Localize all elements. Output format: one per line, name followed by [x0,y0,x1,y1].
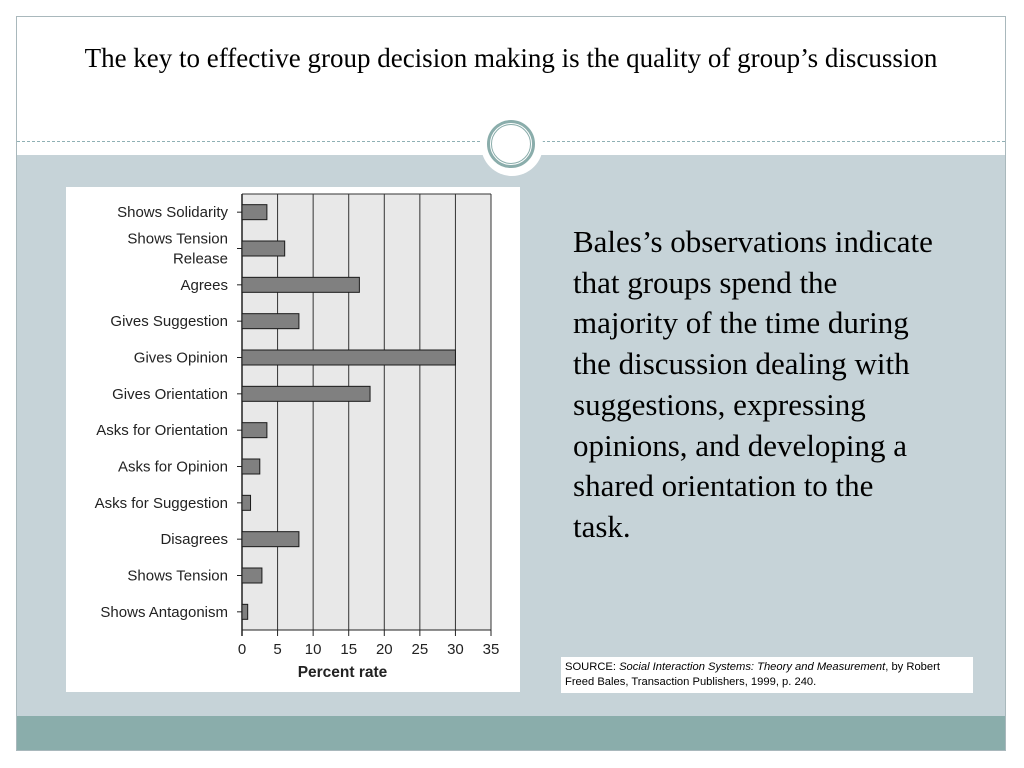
category-label: Shows Tension [127,231,228,248]
plot-background [242,194,491,630]
bar [241,422,268,439]
x-tick-label: 10 [305,641,322,658]
bar [241,567,263,584]
category-label: Disagrees [160,531,228,548]
x-tick-label: 25 [412,641,429,658]
source-work-title: Social Interaction Systems: Theory and M… [619,661,886,673]
bar [241,276,360,293]
category-label: Shows Solidarity [117,204,228,221]
category-label: Asks for Orientation [96,422,228,439]
bar-chart-svg: Shows Solidarity Shows Tension Release Agre… [95,193,500,681]
bar [241,458,261,475]
bar [241,313,300,330]
source-prefix: SOURCE: [565,661,620,673]
x-tick-label: 5 [273,641,281,658]
bar-chart: Shows Solidarity Shows Tension Release Agre… [66,187,520,692]
category-label: Shows Tension [127,568,228,585]
bar [241,349,456,366]
source-details: , by Robert Freed Bales, Transaction Pub… [565,661,940,688]
x-tick-label: 0 [238,641,246,658]
category-label: Asks for Opinion [118,459,228,476]
explanation-paragraph: Bales’s observations indicate that group… [573,224,933,544]
category-label: Gives Orientation [112,386,228,403]
bar [241,385,371,402]
category-label: Asks for Suggestion [95,495,228,512]
source-citation: SOURCE: Social Interaction Systems: Theo… [561,657,973,693]
x-axis-title: Percent rate [298,664,388,681]
x-tick-label: 35 [483,641,500,658]
x-tick-label: 30 [447,641,464,658]
x-tick-label: 15 [340,641,357,658]
bar [241,240,286,257]
bar [241,494,252,511]
footer-band [17,716,1005,750]
category-label: Shows Antagonism [100,604,228,621]
bar [241,204,268,221]
category-label: Agrees [180,277,228,294]
bar [241,603,249,620]
x-tick-label: 20 [376,641,393,658]
category-label: Gives Opinion [134,350,228,367]
slide-title: The key to effective group decision maki… [84,43,938,73]
bar [241,531,300,548]
category-label: Release [173,251,228,268]
category-label: Gives Suggestion [110,313,228,330]
divider-circle-inner-ring [491,124,531,164]
slide-frame [16,16,1006,751]
